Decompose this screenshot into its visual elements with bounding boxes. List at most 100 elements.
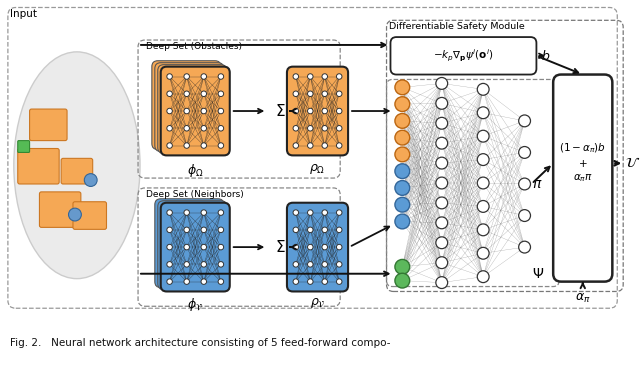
Circle shape — [293, 279, 299, 284]
Circle shape — [218, 244, 223, 250]
Ellipse shape — [14, 52, 140, 279]
Circle shape — [395, 273, 410, 288]
Circle shape — [477, 130, 489, 142]
Circle shape — [322, 244, 328, 250]
Circle shape — [307, 143, 313, 148]
FancyBboxPatch shape — [61, 158, 93, 184]
Circle shape — [322, 74, 328, 79]
Circle shape — [436, 117, 447, 129]
FancyBboxPatch shape — [161, 67, 230, 155]
Circle shape — [293, 108, 299, 114]
Circle shape — [68, 208, 81, 221]
Circle shape — [218, 143, 223, 148]
Circle shape — [395, 197, 410, 212]
Text: Fig. 2.   Neural network architecture consisting of 5 feed-forward compo-: Fig. 2. Neural network architecture cons… — [10, 338, 390, 348]
Circle shape — [201, 244, 207, 250]
Circle shape — [184, 143, 189, 148]
Circle shape — [322, 126, 328, 131]
Circle shape — [337, 279, 342, 284]
Circle shape — [436, 257, 447, 269]
Circle shape — [518, 178, 531, 190]
Circle shape — [167, 91, 172, 97]
Circle shape — [184, 279, 189, 284]
Circle shape — [518, 146, 531, 158]
Circle shape — [436, 77, 447, 89]
FancyBboxPatch shape — [161, 203, 230, 291]
Circle shape — [201, 126, 207, 131]
Circle shape — [337, 108, 342, 114]
FancyBboxPatch shape — [158, 65, 227, 153]
Circle shape — [184, 244, 189, 250]
FancyBboxPatch shape — [40, 192, 81, 228]
Circle shape — [337, 227, 342, 233]
Circle shape — [167, 210, 172, 215]
Circle shape — [167, 108, 172, 114]
Circle shape — [184, 227, 189, 233]
Circle shape — [322, 91, 328, 97]
Circle shape — [293, 143, 299, 148]
Circle shape — [167, 143, 172, 148]
Circle shape — [337, 91, 342, 97]
Circle shape — [436, 277, 447, 288]
FancyBboxPatch shape — [287, 203, 348, 291]
Circle shape — [395, 130, 410, 145]
Circle shape — [293, 262, 299, 267]
Text: Differentiable Safety Module: Differentiable Safety Module — [390, 22, 525, 31]
Circle shape — [436, 177, 447, 189]
Circle shape — [307, 126, 313, 131]
Circle shape — [201, 279, 207, 284]
Circle shape — [477, 200, 489, 212]
Circle shape — [395, 181, 410, 195]
FancyBboxPatch shape — [29, 109, 67, 141]
Text: $\alpha_\pi\pi$: $\alpha_\pi\pi$ — [573, 172, 593, 184]
Circle shape — [184, 74, 189, 79]
Circle shape — [477, 224, 489, 236]
Circle shape — [436, 137, 447, 149]
FancyBboxPatch shape — [152, 61, 221, 149]
Circle shape — [307, 74, 313, 79]
Circle shape — [84, 174, 97, 186]
Circle shape — [201, 91, 207, 97]
Circle shape — [218, 126, 223, 131]
Circle shape — [307, 262, 313, 267]
Text: $\mathcal{U}$: $\mathcal{U}$ — [625, 156, 640, 170]
Circle shape — [395, 80, 410, 95]
Circle shape — [293, 126, 299, 131]
Circle shape — [477, 177, 489, 189]
Circle shape — [322, 262, 328, 267]
Circle shape — [307, 91, 313, 97]
Circle shape — [395, 164, 410, 179]
Circle shape — [395, 97, 410, 112]
Circle shape — [184, 210, 189, 215]
Text: $-k_p \nabla_{\mathbf{p}} \psi^i(\mathbf{o}^i)$: $-k_p \nabla_{\mathbf{p}} \psi^i(\mathbf… — [433, 48, 493, 64]
FancyBboxPatch shape — [155, 63, 224, 152]
Circle shape — [201, 262, 207, 267]
Circle shape — [337, 210, 342, 215]
Circle shape — [395, 259, 410, 274]
FancyBboxPatch shape — [18, 149, 59, 184]
Text: $(1-\alpha_\pi)b$: $(1-\alpha_\pi)b$ — [559, 142, 606, 155]
FancyBboxPatch shape — [73, 202, 106, 229]
Circle shape — [477, 107, 489, 119]
Circle shape — [518, 241, 531, 253]
Text: Input: Input — [10, 10, 37, 19]
Circle shape — [293, 74, 299, 79]
Circle shape — [395, 147, 410, 162]
Circle shape — [322, 108, 328, 114]
Circle shape — [477, 154, 489, 166]
FancyBboxPatch shape — [155, 199, 224, 287]
Circle shape — [307, 279, 313, 284]
Circle shape — [307, 108, 313, 114]
Text: $\pi$: $\pi$ — [532, 177, 543, 191]
FancyBboxPatch shape — [390, 37, 536, 75]
Circle shape — [436, 237, 447, 249]
FancyBboxPatch shape — [158, 201, 227, 290]
Circle shape — [337, 244, 342, 250]
Circle shape — [201, 143, 207, 148]
Circle shape — [337, 262, 342, 267]
Circle shape — [518, 210, 531, 221]
Circle shape — [436, 217, 447, 229]
Circle shape — [167, 262, 172, 267]
Circle shape — [218, 108, 223, 114]
Circle shape — [307, 227, 313, 233]
